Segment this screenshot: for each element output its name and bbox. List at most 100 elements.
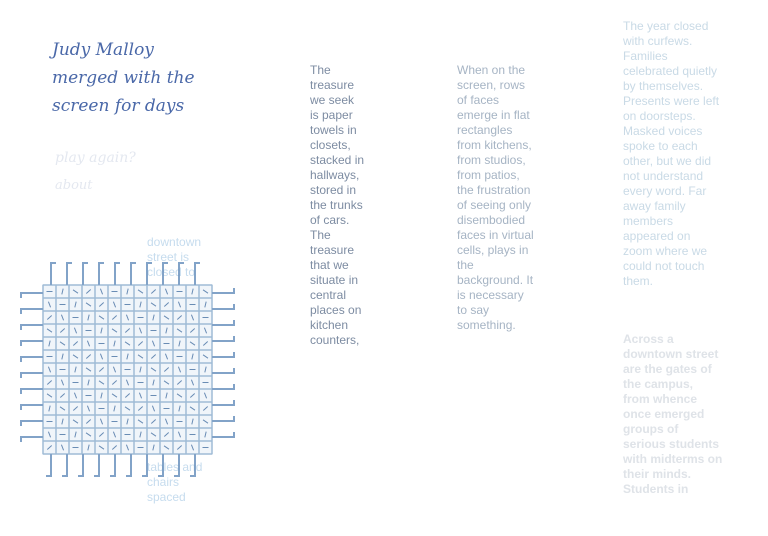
weave-part [60, 444, 65, 451]
weave-part [66, 262, 72, 285]
weave-part [163, 432, 170, 437]
weave-part [72, 341, 79, 346]
about-link[interactable]: about [55, 178, 93, 193]
weave-part [85, 354, 92, 359]
weave-part [110, 454, 116, 477]
weave-part [139, 301, 142, 308]
weave-part [72, 289, 79, 294]
weave-part [59, 406, 66, 411]
weave-part [164, 288, 169, 295]
weave-part [177, 431, 182, 438]
weave-part [191, 353, 194, 360]
weave-part [202, 406, 209, 411]
weave-part [87, 444, 90, 451]
weave-part [62, 454, 68, 477]
weave-part [178, 405, 181, 412]
weave-part [204, 366, 207, 373]
weave-part [72, 419, 79, 424]
weave-part [176, 393, 183, 398]
weave-part [125, 379, 130, 386]
weave-part [98, 302, 105, 307]
overlay-text: downtown street is closed to [147, 235, 202, 279]
weave-part [212, 304, 235, 310]
weave-part [137, 406, 144, 411]
weave-part [46, 315, 53, 320]
weave-part [87, 314, 90, 321]
weave-part [46, 393, 53, 398]
weave-part [48, 405, 51, 412]
weave-part [212, 336, 235, 342]
weave-part [142, 454, 148, 477]
weave-part [189, 393, 196, 398]
weave-part [177, 301, 182, 308]
weave-part [190, 379, 195, 386]
text-column: Across a downtown street are the gates o… [623, 332, 723, 496]
weave-part [150, 419, 157, 424]
weave-part [60, 379, 65, 386]
weave-part [46, 380, 53, 385]
weave-part [86, 405, 91, 412]
weave-part [20, 324, 43, 330]
weave-part [212, 432, 235, 438]
weave-part [189, 328, 196, 333]
weave-part [61, 353, 64, 360]
weave-part [163, 380, 170, 385]
weave-part [98, 315, 105, 320]
weave-part [85, 432, 92, 437]
weave-part [112, 431, 117, 438]
weave-part [151, 340, 156, 347]
weave-part [20, 372, 43, 378]
weave-part [163, 315, 170, 320]
weave-part [150, 432, 157, 437]
weave-part [126, 288, 129, 295]
weave-part [202, 354, 209, 359]
weave-part [202, 341, 209, 346]
weave-part [126, 454, 132, 477]
weave-part [99, 353, 104, 360]
weave-part [78, 454, 84, 477]
weave-part [46, 454, 52, 477]
weave-part [112, 301, 117, 308]
weave-part [151, 405, 156, 412]
weave-part [212, 384, 235, 390]
weave-part [190, 444, 195, 451]
weave-part [204, 431, 207, 438]
weave-part [152, 314, 155, 321]
weave-part [98, 367, 105, 372]
title-line: screen for days [52, 96, 185, 116]
weave-part [152, 379, 155, 386]
weave-part [191, 418, 194, 425]
overlay-text: tables and chairs spaced [147, 460, 203, 504]
weave-part [73, 327, 78, 334]
weave-part [163, 367, 170, 372]
weave-part [146, 262, 152, 285]
weave-part [137, 354, 144, 359]
weave-part [85, 367, 92, 372]
weave-part [137, 341, 144, 346]
weave-part [191, 288, 194, 295]
weave-part [98, 380, 105, 385]
weave-part [47, 301, 52, 308]
weave-part [98, 445, 105, 450]
weave-part [99, 418, 104, 425]
text-column: When on the screen, rows of faces emerge… [457, 63, 534, 332]
weave-part [178, 340, 181, 347]
weave-part [174, 454, 180, 477]
weave-part [189, 341, 196, 346]
play-again-link[interactable]: play again? [55, 150, 136, 166]
weave-part [177, 366, 182, 373]
weave-part [176, 315, 183, 320]
title-line: merged with the [52, 68, 195, 88]
weave-part [86, 340, 91, 347]
weave-part [20, 388, 43, 394]
weave-part [111, 393, 118, 398]
weave-part [20, 420, 43, 426]
weave-part [204, 301, 207, 308]
weave-part [163, 445, 170, 450]
weave-part [111, 315, 118, 320]
weave-part [139, 431, 142, 438]
weave-part [94, 454, 100, 477]
weave-part [165, 327, 168, 334]
weave-part [98, 262, 104, 285]
